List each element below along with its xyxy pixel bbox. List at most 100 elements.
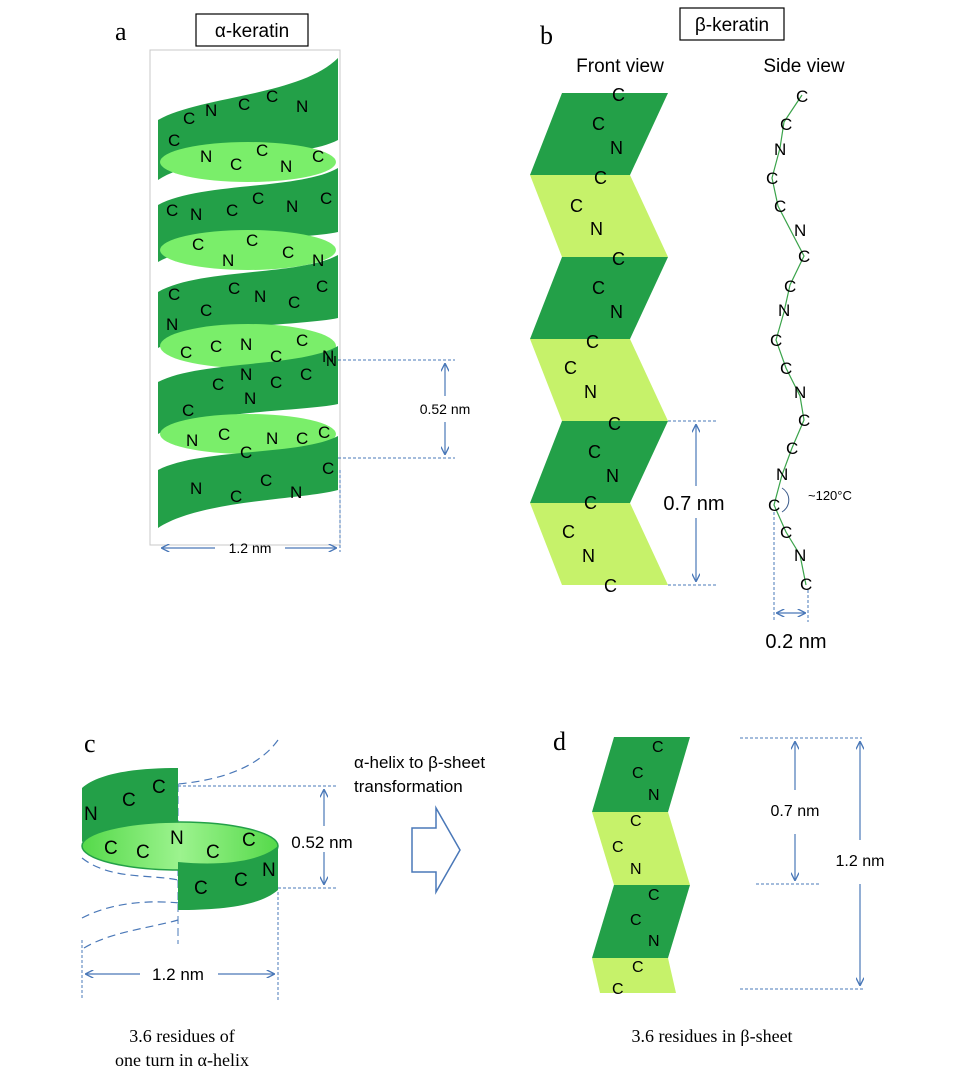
residue: C	[316, 277, 328, 296]
residue: C	[192, 235, 204, 254]
front-dimension-label: 0.7 nm	[663, 493, 724, 515]
residue: N	[186, 431, 198, 450]
sheet-segment-light	[530, 339, 668, 421]
residue: C	[194, 878, 208, 899]
residue: C	[612, 839, 624, 856]
alpha-helix	[158, 58, 338, 528]
side-view-label: Side view	[763, 56, 845, 77]
residue: N	[262, 860, 276, 881]
helix-disc	[160, 230, 336, 270]
residue: N	[322, 347, 334, 366]
c-pitch-label: 0.52 nm	[291, 833, 352, 852]
residue: C	[592, 278, 605, 298]
residue: C	[630, 813, 642, 830]
helix-disc	[160, 142, 336, 182]
residue: C	[780, 359, 792, 378]
d-small-dimension-label: 0.7 nm	[771, 803, 820, 820]
residue: C	[300, 365, 312, 384]
c-caption-line1: 3.6 residues of	[129, 1026, 234, 1046]
sheet-segment-light	[592, 958, 676, 993]
c-caption-line2: one turn in α-helix	[115, 1050, 249, 1070]
residue: C	[652, 739, 664, 756]
residue: C	[296, 331, 308, 350]
front-view-residues: C C N C C N C C N C C N C C N C C N C	[562, 85, 625, 596]
helix-band	[158, 255, 338, 348]
helix-disc	[160, 414, 336, 454]
residue: C	[798, 247, 810, 266]
residue: C	[230, 487, 242, 506]
alpha-keratin-title-box	[195, 13, 309, 47]
residue: N	[84, 804, 98, 825]
residue: C	[784, 277, 796, 296]
panel-a: a α-keratin C N C C N C N C C	[115, 13, 470, 556]
residue: C	[562, 522, 575, 542]
residue: C	[612, 981, 624, 998]
residue: C	[780, 523, 792, 542]
residue: N	[648, 933, 660, 950]
residue: C	[234, 870, 248, 891]
residue: C	[240, 443, 252, 462]
residue: C	[180, 343, 192, 362]
residue: C	[584, 493, 597, 513]
residue: C	[122, 790, 136, 811]
residue: C	[168, 131, 180, 150]
residue: N	[582, 546, 595, 566]
residue: C	[632, 765, 644, 782]
residue: N	[326, 353, 337, 370]
residue: N	[296, 97, 308, 116]
helix-band	[158, 346, 338, 434]
residue: C	[242, 830, 256, 851]
residue: C	[632, 959, 644, 976]
residue: N	[794, 221, 806, 240]
sheet-segment-dark	[592, 737, 690, 812]
sheet-segment-dark	[530, 257, 668, 339]
panel-c-letter: c	[84, 729, 96, 758]
sheet-segment-dark	[530, 421, 668, 503]
residue: N	[240, 335, 252, 354]
residue: C	[256, 141, 268, 160]
helix-turn-residues: N C C C C N C C C C N	[84, 777, 276, 899]
beta-keratin-title-box	[679, 7, 785, 41]
residue: C	[318, 423, 330, 442]
residue: C	[766, 169, 778, 188]
side-view-residues: C C N C C N C C N C C N C C N C C N C	[766, 87, 812, 594]
residue: C	[320, 189, 332, 208]
residue: C	[588, 442, 601, 462]
sheet-segment-dark	[592, 885, 690, 958]
residue: N	[312, 251, 324, 270]
residue: C	[238, 95, 250, 114]
residue: N	[778, 301, 790, 320]
residue: C	[266, 87, 278, 106]
residue: C	[592, 114, 605, 134]
sheet-segment-light	[530, 175, 668, 257]
residue: C	[210, 337, 222, 356]
residue: N	[286, 197, 298, 216]
residue: C	[586, 332, 599, 352]
residue: C	[800, 575, 812, 594]
residue: N	[606, 466, 619, 486]
residue: C	[212, 375, 224, 394]
residue: N	[200, 147, 212, 166]
sheet-segment-light	[592, 812, 690, 885]
residue: C	[182, 401, 194, 420]
residue: C	[183, 109, 195, 128]
residue: C	[136, 842, 150, 863]
residue: N	[590, 219, 603, 239]
beta-sheet-front-view	[530, 93, 668, 585]
d-caption: 3.6 residues in β-sheet	[631, 1026, 792, 1046]
transformation: α-helix to β-sheet transformation	[354, 753, 485, 895]
sheet-segment-light	[530, 503, 668, 585]
residue: N	[222, 251, 234, 270]
residue: C	[768, 496, 780, 515]
residue: C	[564, 358, 577, 378]
residue: N	[244, 389, 256, 408]
residue: N	[630, 861, 642, 878]
residue: C	[780, 115, 792, 134]
residue: C	[270, 373, 282, 392]
residue: N	[170, 828, 184, 849]
panel-a-letter: a	[115, 17, 127, 46]
helix-residues: C N C C N C N C C N C C N C C N C C N C …	[166, 87, 334, 506]
residue: N	[584, 382, 597, 402]
bond-angle-arc	[781, 487, 790, 513]
